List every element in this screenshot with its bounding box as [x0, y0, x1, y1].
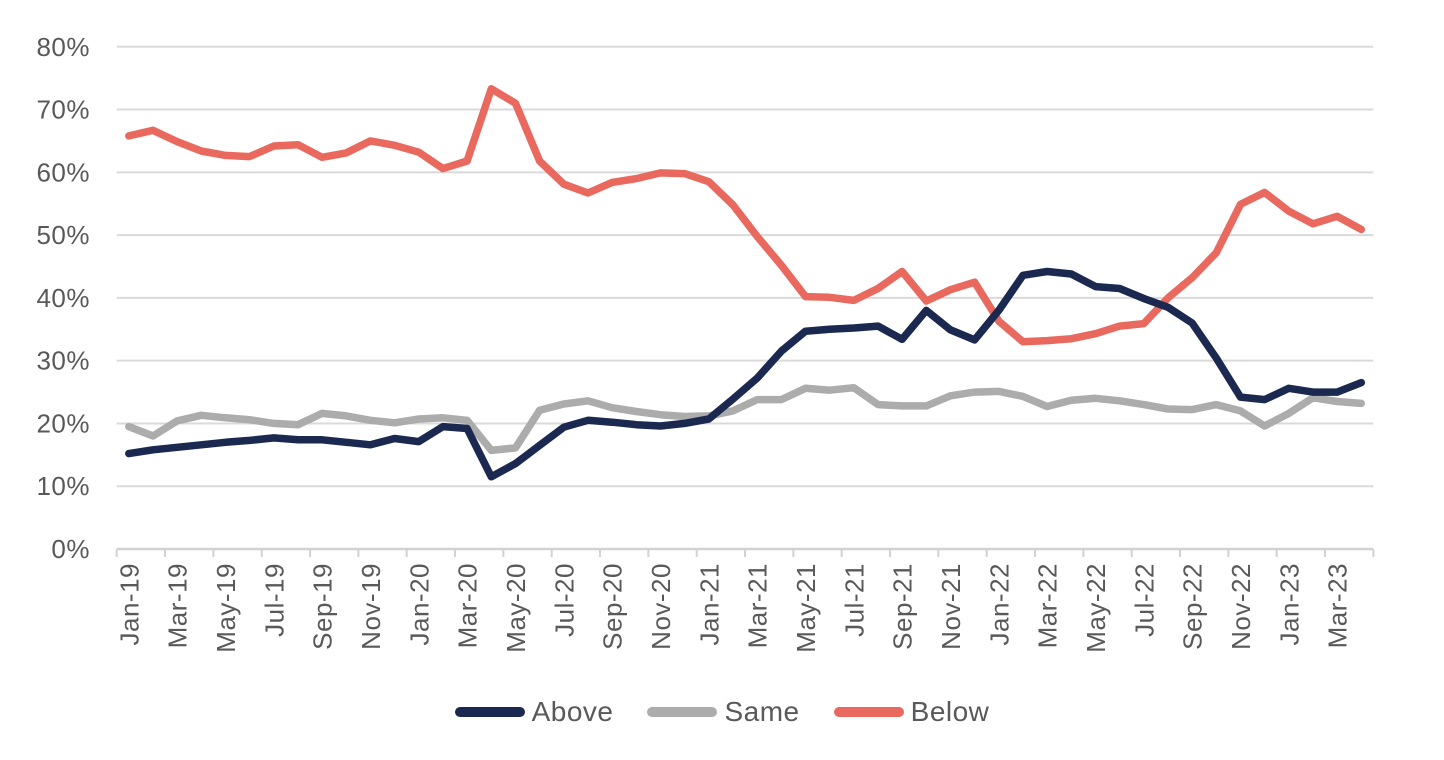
- x-axis-tick-label: Sep-19: [308, 563, 338, 650]
- line-chart-svg: 0% 10% 20% 30% 40% 50% 60% 70% 80% Jan-19 Mar-19 Ma…: [36, 32, 1375, 653]
- x-axis-tick-label: Sep-20: [598, 563, 628, 650]
- x-axis-tick-label: Jan-20: [404, 563, 434, 646]
- legend-item-same: Same: [647, 696, 799, 728]
- x-axis-tick-label: Jul-19: [259, 563, 289, 637]
- y-axis-tick-label: 60%: [36, 157, 90, 187]
- x-axis-tick-label: Jan-19: [114, 563, 144, 646]
- y-axis-tick-label: 70%: [36, 95, 90, 125]
- x-axis-tick-label: Jul-21: [839, 563, 869, 637]
- x-axis-tick-label: Mar-23: [1323, 563, 1353, 648]
- legend-label: Above: [531, 696, 614, 727]
- x-axis-tick-label: May-22: [1081, 563, 1111, 653]
- x-axis-tick-label: Nov-19: [356, 563, 386, 650]
- x-axis-tick-label: Nov-20: [646, 563, 676, 650]
- legend-swatch-below: [833, 707, 904, 717]
- x-axis-tick-label: Jan-23: [1274, 563, 1304, 646]
- y-axis-tick-label: 0%: [51, 534, 90, 564]
- x-axis-tick-label: Jan-21: [694, 563, 724, 646]
- y-axis-tick-label: 30%: [36, 346, 90, 376]
- series-line-below: [125, 85, 1366, 346]
- y-axis-tick-label: 10%: [36, 471, 90, 501]
- x-axis-tick-label: Jan-22: [984, 563, 1014, 646]
- x-axis-tick-label: Sep-22: [1178, 563, 1208, 650]
- legend-item-below: Below: [833, 696, 990, 728]
- x-axis-tick-label: Nov-22: [1226, 563, 1256, 650]
- x-axis-tick-label: Sep-21: [888, 563, 918, 650]
- x-axis-tick-label: Mar-21: [743, 563, 773, 648]
- x-axis-tick-label: May-19: [211, 563, 241, 653]
- x-axis-tick-label: Mar-20: [453, 563, 483, 648]
- x-axis-tick-label: May-21: [791, 563, 821, 653]
- x-axis-tick-label: Mar-19: [163, 563, 193, 648]
- series-line-above: [125, 267, 1366, 481]
- y-axis-tick-label: 80%: [36, 32, 90, 62]
- x-axis-tick-label: Jul-22: [1129, 563, 1159, 637]
- chart-legend: Above Same Below: [0, 696, 1444, 728]
- x-axis-tick-label: May-20: [501, 563, 531, 653]
- legend-swatch-above: [454, 707, 525, 717]
- legend-label: Same: [724, 696, 800, 727]
- x-axis-tick-label: Mar-22: [1033, 563, 1063, 648]
- legend-item-above: Above: [454, 696, 614, 728]
- y-axis-tick-label: 40%: [36, 283, 90, 313]
- x-axis-tick-label: Nov-21: [936, 563, 966, 650]
- legend-swatch-same: [647, 707, 718, 717]
- y-axis-tick-label: 20%: [36, 408, 90, 438]
- y-axis-tick-label: 50%: [36, 220, 90, 250]
- series-line-same: [125, 383, 1366, 455]
- legend-label: Below: [910, 696, 990, 727]
- x-axis-tick-label: Jul-20: [549, 563, 579, 637]
